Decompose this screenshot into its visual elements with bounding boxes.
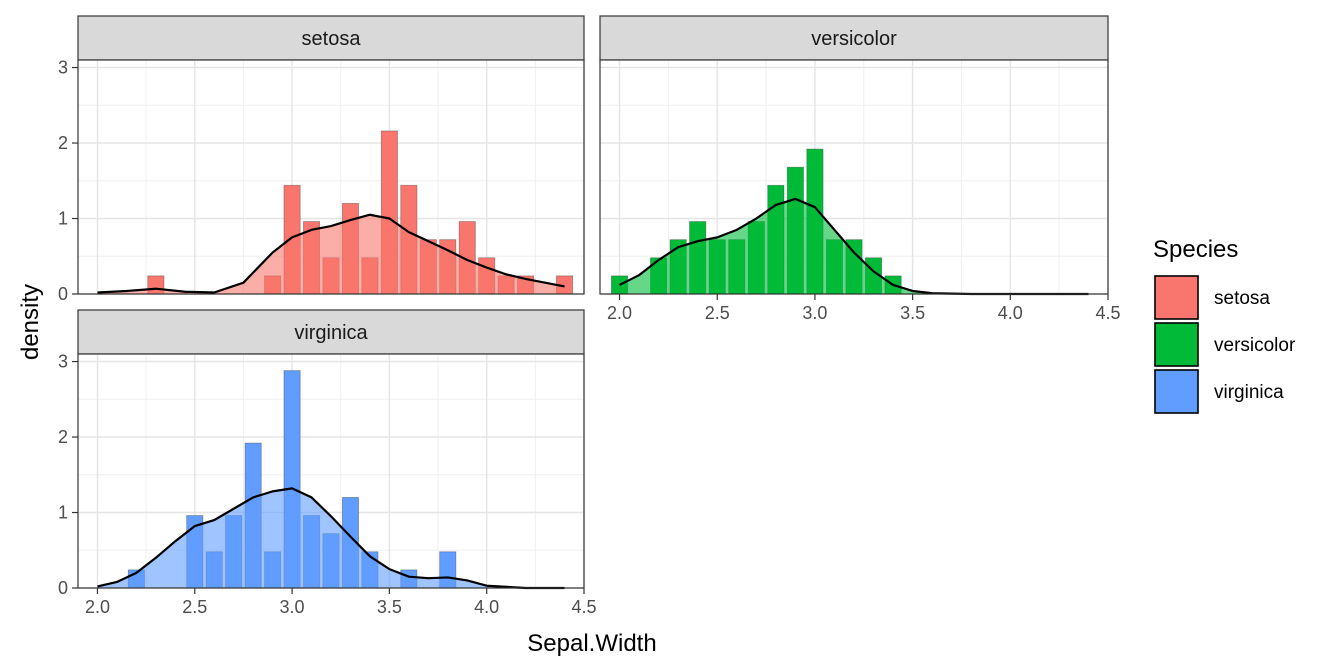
- density-curve: [97, 487, 565, 590]
- density-curve: [97, 213, 565, 294]
- density-area: [97, 214, 565, 294]
- y-tick-label: 0: [58, 578, 68, 598]
- legend-key-versicolor: [1154, 322, 1199, 367]
- x-tick-label: 3.5: [900, 303, 925, 323]
- density-area: [97, 488, 565, 588]
- y-tick-label: 0: [58, 284, 68, 304]
- facet-panel-virginica: virginica 0 1 2 3 2.0 2.5 3.0 3.5 4.0 4.5: [58, 309, 597, 617]
- x-tick-label: 2.5: [705, 303, 730, 323]
- density-area: [619, 198, 1089, 294]
- x-tick-label: 3.0: [280, 597, 305, 617]
- legend-title: Species: [1153, 236, 1238, 263]
- panel-border: [77, 59, 585, 295]
- facet-strip-label: versicolor: [811, 28, 897, 50]
- legend-key-virginica: [1154, 369, 1199, 414]
- facet-strip: [599, 15, 1109, 61]
- x-tick-label: 4.5: [571, 597, 596, 617]
- y-tick-label: 1: [58, 209, 68, 229]
- legend-label: versicolor: [1214, 335, 1296, 356]
- y-tick-label: 3: [58, 58, 68, 78]
- x-tick-label: 4.0: [998, 303, 1023, 323]
- panel-border: [599, 59, 1109, 295]
- x-tick-label: 3.5: [377, 597, 402, 617]
- x-tick-label: 3.0: [802, 303, 827, 323]
- legend-key-setosa: [1154, 275, 1199, 320]
- legend: Species setosa versicolor virginica: [1153, 236, 1296, 414]
- facet-strip-label: virginica: [294, 322, 368, 344]
- facet-panel-versicolor: versicolor 2.0 2.5 3.0 3.5 4.0 4.5: [599, 15, 1121, 323]
- facet-panel-setosa: setosa 0 1 2 3: [58, 15, 585, 304]
- x-tick-label: 4.0: [474, 597, 499, 617]
- y-axis-title: density: [17, 284, 44, 360]
- facet-strip-label: setosa: [302, 28, 362, 50]
- y-tick-label: 1: [58, 503, 68, 523]
- legend-label: virginica: [1214, 382, 1284, 403]
- y-tick-label: 2: [58, 427, 68, 447]
- x-tick-label: 2.0: [85, 597, 110, 617]
- facet-strip: [77, 15, 585, 61]
- density-curve: [619, 197, 1089, 296]
- x-tick-label: 2.0: [607, 303, 632, 323]
- x-tick-label: 2.5: [182, 597, 207, 617]
- x-axis-title: Sepal.Width: [527, 630, 656, 657]
- panel-border: [77, 353, 585, 589]
- y-tick-label: 2: [58, 133, 68, 153]
- facet-strip: [77, 309, 585, 355]
- x-tick-label: 4.5: [1095, 303, 1120, 323]
- legend-label: setosa: [1214, 288, 1270, 309]
- y-tick-label: 3: [58, 352, 68, 372]
